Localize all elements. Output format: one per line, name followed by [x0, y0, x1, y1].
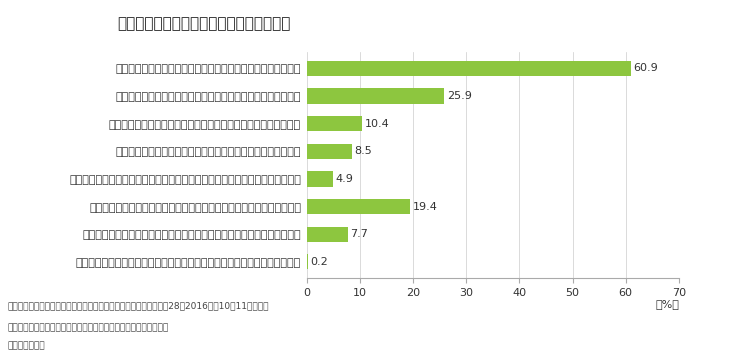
- Text: 19.4: 19.4: [412, 202, 437, 212]
- Bar: [307, 89, 445, 104]
- Text: 7.7: 7.7: [350, 229, 368, 239]
- Text: 10.4: 10.4: [364, 119, 389, 129]
- Text: 0.2: 0.2: [310, 257, 328, 267]
- Text: 25.9: 25.9: [447, 91, 472, 101]
- Text: 資料：農林水産省「食生活及び農林漁業体験に関する調査」（平成28（2016）年10～11月実施）: 資料：農林水産省「食生活及び農林漁業体験に関する調査」（平成28（2016）年1…: [7, 302, 269, 311]
- Text: 8.5: 8.5: [355, 146, 372, 156]
- Bar: [307, 199, 410, 214]
- Text: 60.9: 60.9: [633, 63, 658, 73]
- Bar: [307, 61, 631, 76]
- Text: 4.9: 4.9: [335, 174, 353, 184]
- Bar: [307, 144, 352, 159]
- Text: 図表１-２-６: 図表１-２-６: [23, 17, 76, 31]
- Bar: [307, 171, 333, 187]
- Bar: [307, 116, 362, 131]
- Text: （%）: （%）: [655, 299, 679, 309]
- Bar: [307, 227, 347, 242]
- Text: 農林漁業体験に参加して変化があったこと: 農林漁業体験に参加して変化があったこと: [118, 16, 291, 32]
- Text: 注：農林漁業体験に本人又は家族が参加したことがある人が対象: 注：農林漁業体験に本人又は家族が参加したことがある人が対象: [7, 323, 169, 332]
- Text: 複数回答: 複数回答: [7, 341, 45, 350]
